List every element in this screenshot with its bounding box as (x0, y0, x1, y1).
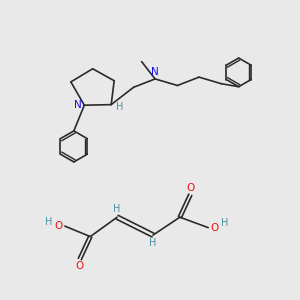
Text: H: H (116, 102, 123, 112)
Text: H: H (149, 238, 157, 248)
Text: H: H (221, 218, 228, 228)
Text: H: H (45, 217, 52, 227)
Text: N: N (74, 100, 82, 110)
Text: O: O (211, 223, 219, 232)
Text: O: O (76, 261, 84, 271)
Text: O: O (54, 221, 62, 231)
Text: H: H (113, 204, 121, 214)
Text: O: O (186, 183, 194, 193)
Text: N: N (152, 68, 159, 77)
